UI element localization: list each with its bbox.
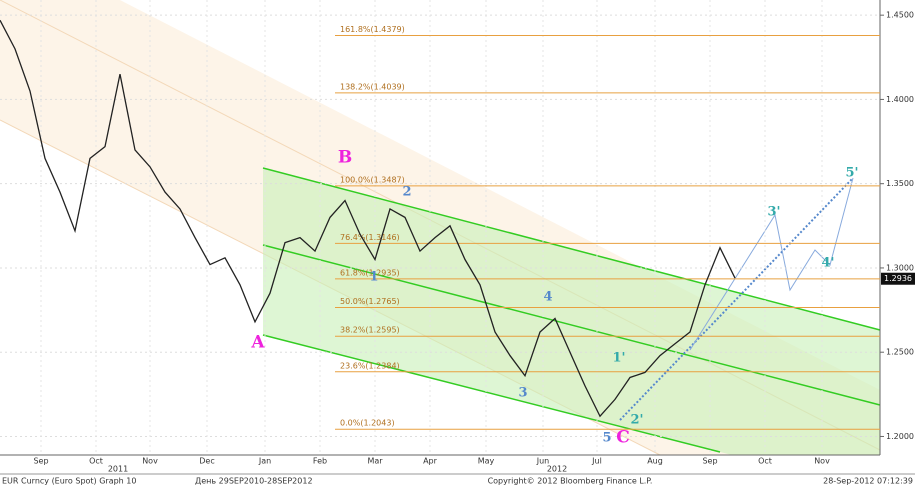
fib-label: 38.2%(1.2595) (340, 326, 400, 335)
year-label: 2012 (547, 465, 567, 474)
wave-label: 3' (767, 205, 780, 220)
footer-text: Copyright© 2012 Bloomberg Finance L.P. (488, 477, 653, 486)
fib-label: 161.8%(1.4379) (340, 25, 405, 34)
wave-label: 5 (602, 431, 611, 446)
y-tick-label: 1.3500 (886, 179, 914, 188)
fib-label: 76.4%(1.3146) (340, 233, 400, 242)
wave-label: B (338, 148, 352, 168)
x-tick-label: Dec (199, 457, 214, 466)
fib-label: 138.2%(1.4039) (340, 82, 405, 91)
green-channel (263, 168, 880, 455)
last-price-label: 1.2936 (884, 274, 912, 283)
fib-label: 0.0%(1.2043) (340, 419, 395, 428)
wave-label: 2 (402, 185, 411, 200)
y-tick-label: 1.4500 (886, 11, 914, 20)
year-label: 2011 (108, 465, 128, 474)
wave-label: 1' (612, 351, 625, 366)
x-tick-label: Jul (591, 457, 602, 466)
x-tick-label: Jan (258, 457, 271, 466)
channel-lower (262, 334, 721, 453)
x-tick-label: Nov (814, 457, 830, 466)
footer-text: 28-Sep-2012 07:12:39 (823, 477, 913, 486)
wave-label: A (250, 333, 265, 353)
footer-text: День 29SEP2010-28SEP2012 (195, 477, 313, 486)
x-tick-label: Feb (313, 457, 327, 466)
x-tick-label: Nov (142, 457, 158, 466)
y-tick-label: 1.2000 (886, 432, 914, 441)
x-tick-label: Sep (33, 457, 48, 466)
fib-label: 61.8%(1.2935) (340, 268, 400, 277)
y-tick-label: 1.4000 (886, 95, 914, 104)
wave-label: 5' (845, 166, 858, 181)
wave-label: C (616, 428, 630, 448)
x-tick-label: Oct (89, 457, 103, 466)
x-tick-label: Mar (367, 457, 383, 466)
x-tick-label: Sep (702, 457, 717, 466)
x-tick-label: Apr (423, 457, 438, 466)
footer-text: EUR Curncy (Euro Spot) Graph 10 (2, 477, 136, 486)
wave-label: 4' (821, 256, 834, 271)
wave-label: 3 (518, 386, 527, 401)
x-tick-label: Aug (647, 457, 663, 466)
last-price-tag (881, 272, 915, 285)
wave-label: 4 (543, 290, 552, 305)
channel-upper (262, 167, 881, 331)
wave-label: 1 (369, 270, 378, 285)
projection-path (689, 177, 854, 351)
x-tick-label: May (478, 457, 495, 466)
y-tick-label: 1.3000 (886, 263, 914, 272)
y-tick-label: 1.2500 (886, 348, 914, 357)
fib-label: 100.0%(1.3487) (340, 175, 405, 184)
x-tick-label: Oct (758, 457, 772, 466)
wave-label: 2' (630, 413, 643, 428)
price-line (0, 19, 736, 418)
x-tick-label: Jun (536, 457, 550, 466)
fib-label: 23.6%(1.2384) (340, 361, 400, 370)
channel-middle (262, 244, 881, 406)
fib-label: 50.0%(1.2765) (340, 297, 400, 306)
